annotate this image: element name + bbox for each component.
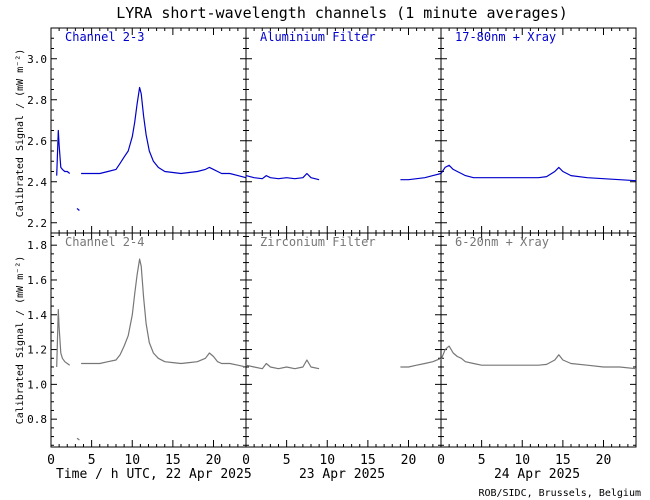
y-tick-label: 1.0 bbox=[27, 378, 47, 391]
day-label-2: 23 Apr 2025 bbox=[299, 467, 385, 482]
x-tick-label: 20 bbox=[206, 453, 222, 468]
x-tick-label: 5 bbox=[283, 453, 291, 468]
y-tick-label: 2.4 bbox=[27, 176, 47, 189]
x-tick-label: 10 bbox=[319, 453, 335, 468]
panel-title: Aluminium Filter bbox=[260, 30, 376, 44]
data-series-line bbox=[76, 437, 80, 441]
y-tick-label: 2.8 bbox=[27, 94, 47, 107]
data-series-line bbox=[245, 359, 320, 370]
y-tick-label: 1.4 bbox=[27, 309, 47, 322]
data-series-line bbox=[400, 172, 442, 181]
y-tick-label: 1.8 bbox=[27, 239, 47, 252]
y-tick-label: 2.6 bbox=[27, 135, 47, 148]
data-series-line bbox=[76, 207, 80, 211]
data-series-line bbox=[245, 172, 320, 181]
x-tick-label: 10 bbox=[124, 453, 140, 468]
x-tick-label: 0 bbox=[47, 453, 55, 468]
y-tick-label: 0.8 bbox=[27, 413, 47, 426]
x-tick-label: 15 bbox=[165, 453, 181, 468]
x-tick-label: 5 bbox=[478, 453, 486, 468]
chart-title: LYRA short-wavelength channels (1 minute… bbox=[116, 4, 568, 22]
plot-area: 2.2 2.4 2.6 2.8 3.0 Channel 2-3 Aluminium Filt… bbox=[27, 27, 637, 468]
panel-title: 17-80nm + Xray bbox=[455, 30, 556, 44]
x-tick-label: 0 bbox=[437, 453, 445, 468]
data-series-line bbox=[440, 345, 637, 370]
x-tick-label: 10 bbox=[514, 453, 530, 468]
y-axis-label-top: Calibrated Signal / (mW m⁻²) bbox=[15, 49, 26, 218]
panel-title: Channel 2-4 bbox=[65, 235, 144, 249]
data-series-line bbox=[81, 86, 247, 179]
y-tick-label: 3.0 bbox=[27, 53, 47, 66]
y-axis-label-bottom: Calibrated Signal / (mW m⁻²) bbox=[15, 256, 26, 425]
data-series-line bbox=[81, 258, 247, 368]
panel-title: Zirconium Filter bbox=[260, 235, 376, 249]
day-label-1: Time / h UTC, 22 Apr 2025 bbox=[56, 467, 252, 482]
credit-label: ROB/SIDC, Brussels, Belgium bbox=[478, 488, 641, 499]
data-series-line bbox=[440, 164, 637, 182]
panel-title: 6-20nm + Xray bbox=[455, 235, 549, 249]
x-tick-label: 15 bbox=[555, 453, 571, 468]
x-tick-label: 20 bbox=[401, 453, 417, 468]
y-tick-label: 1.6 bbox=[27, 274, 47, 287]
x-tick-label: 20 bbox=[596, 453, 612, 468]
data-series-line bbox=[56, 309, 71, 368]
x-tick-label: 0 bbox=[242, 453, 250, 468]
panel-title: Channel 2-3 bbox=[65, 30, 144, 44]
x-tick-label: 5 bbox=[88, 453, 96, 468]
y-tick-label: 1.2 bbox=[27, 344, 47, 357]
x-tick-label: 15 bbox=[360, 453, 376, 468]
day-label-3: 24 Apr 2025 bbox=[494, 467, 580, 482]
data-series-line bbox=[400, 357, 442, 368]
data-series-line bbox=[56, 129, 71, 176]
y-tick-label: 2.2 bbox=[27, 217, 47, 230]
